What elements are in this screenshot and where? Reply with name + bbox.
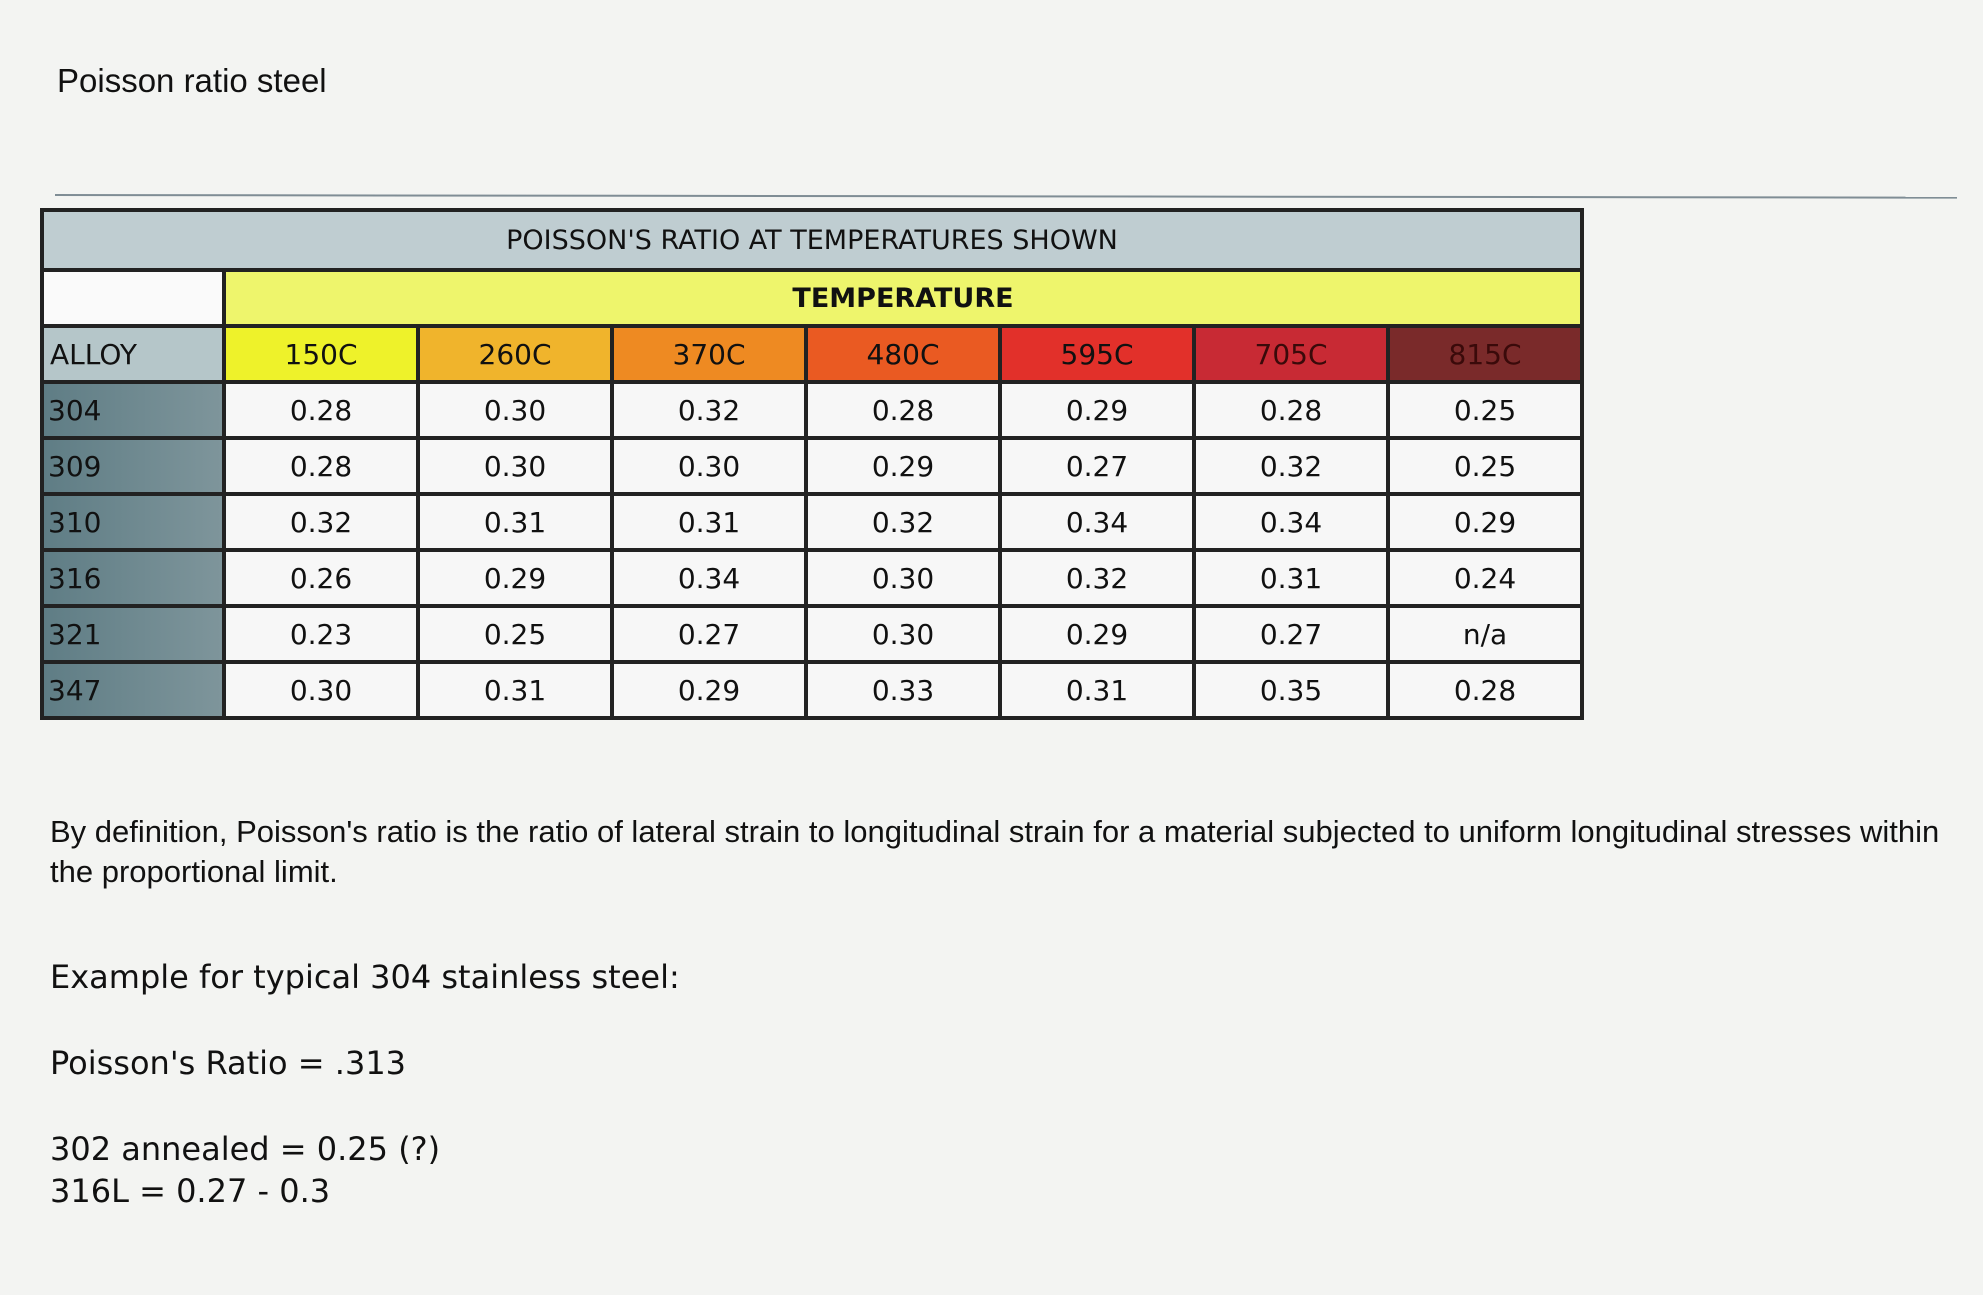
ratio-cell: 0.29 bbox=[998, 604, 1196, 664]
temperature-column-header: 370C bbox=[610, 324, 808, 384]
note-316l: 316L = 0.27 - 0.3 bbox=[50, 1172, 331, 1210]
ratio-cell: 0.30 bbox=[222, 660, 420, 720]
ratio-cell: 0.30 bbox=[416, 436, 614, 496]
note-302: 302 annealed = 0.25 (?) bbox=[50, 1130, 441, 1168]
ratio-cell: 0.34 bbox=[998, 492, 1196, 552]
blank-cell bbox=[40, 268, 226, 328]
ratio-cell: 0.34 bbox=[610, 548, 808, 608]
ratio-cell: 0.29 bbox=[416, 548, 614, 608]
divider bbox=[54, 194, 1957, 199]
temperature-column-header: 705C bbox=[1192, 324, 1390, 384]
example-heading: Example for typical 304 stainless steel: bbox=[50, 958, 680, 996]
ratio-cell: 0.31 bbox=[610, 492, 808, 552]
alloy-cell: 347 bbox=[40, 660, 226, 720]
table-caption: POISSON'S RATIO AT TEMPERATURES SHOWN bbox=[40, 208, 1584, 272]
temperature-column-header: 150C bbox=[222, 324, 420, 384]
ratio-cell: 0.29 bbox=[1386, 492, 1584, 552]
ratio-cell: 0.23 bbox=[222, 604, 420, 664]
ratio-cell: 0.32 bbox=[222, 492, 420, 552]
alloy-cell: 310 bbox=[40, 492, 226, 552]
ratio-cell: 0.30 bbox=[804, 604, 1002, 664]
alloy-cell: 309 bbox=[40, 436, 226, 496]
ratio-cell: 0.32 bbox=[1192, 436, 1390, 496]
ratio-cell: 0.34 bbox=[1192, 492, 1390, 552]
ratio-cell: 0.32 bbox=[804, 492, 1002, 552]
ratio-cell: 0.31 bbox=[416, 492, 614, 552]
table-row: 310 0.32 0.31 0.31 0.32 0.34 0.34 0.29 bbox=[40, 492, 1584, 552]
ratio-cell: 0.31 bbox=[998, 660, 1196, 720]
ratio-cell: 0.25 bbox=[1386, 380, 1584, 440]
temperature-column-header: 595C bbox=[998, 324, 1196, 384]
ratio-cell: 0.27 bbox=[998, 436, 1196, 496]
poisson-ratio-table: POISSON'S RATIO AT TEMPERATURES SHOWN TE… bbox=[40, 208, 1584, 720]
ratio-cell: 0.27 bbox=[1192, 604, 1390, 664]
ratio-cell: 0.28 bbox=[1192, 380, 1390, 440]
ratio-cell: 0.28 bbox=[222, 380, 420, 440]
ratio-cell: 0.33 bbox=[804, 660, 1002, 720]
table-row: 347 0.30 0.31 0.29 0.33 0.31 0.35 0.28 bbox=[40, 660, 1584, 720]
ratio-cell: 0.28 bbox=[804, 380, 1002, 440]
alloy-cell: 316 bbox=[40, 548, 226, 608]
table-row: 316 0.26 0.29 0.34 0.30 0.32 0.31 0.24 bbox=[40, 548, 1584, 608]
temperature-column-header: 260C bbox=[416, 324, 614, 384]
temperature-column-header: 815C bbox=[1386, 324, 1584, 384]
ratio-cell: 0.25 bbox=[1386, 436, 1584, 496]
ratio-cell: 0.24 bbox=[1386, 548, 1584, 608]
ratio-cell: 0.35 bbox=[1192, 660, 1390, 720]
table-row: 309 0.28 0.30 0.30 0.29 0.27 0.32 0.25 bbox=[40, 436, 1584, 496]
ratio-cell: 0.31 bbox=[416, 660, 614, 720]
page-title: Poisson ratio steel bbox=[57, 62, 327, 99]
ratio-cell: 0.30 bbox=[416, 380, 614, 440]
temperature-column-header: 480C bbox=[804, 324, 1002, 384]
example-value: Poisson's Ratio = .313 bbox=[50, 1044, 407, 1082]
ratio-cell: 0.31 bbox=[1192, 548, 1390, 608]
temperature-header: TEMPERATURE bbox=[222, 268, 1584, 328]
ratio-cell: 0.30 bbox=[804, 548, 1002, 608]
ratio-cell: 0.28 bbox=[1386, 660, 1584, 720]
alloy-header: ALLOY bbox=[40, 324, 226, 384]
alloy-cell: 321 bbox=[40, 604, 226, 664]
table-row: 321 0.23 0.25 0.27 0.30 0.29 0.27 n/a bbox=[40, 604, 1584, 664]
ratio-cell: 0.30 bbox=[610, 436, 808, 496]
definition-text: By definition, Poisson's ratio is the ra… bbox=[50, 814, 1940, 889]
ratio-cell: n/a bbox=[1386, 604, 1584, 664]
ratio-cell: 0.32 bbox=[610, 380, 808, 440]
ratio-cell: 0.29 bbox=[998, 380, 1196, 440]
ratio-cell: 0.28 bbox=[222, 436, 420, 496]
alloy-cell: 304 bbox=[40, 380, 226, 440]
ratio-cell: 0.26 bbox=[222, 548, 420, 608]
ratio-cell: 0.25 bbox=[416, 604, 614, 664]
table-row: 304 0.28 0.30 0.32 0.28 0.29 0.28 0.25 bbox=[40, 380, 1584, 440]
ratio-cell: 0.27 bbox=[610, 604, 808, 664]
ratio-cell: 0.32 bbox=[998, 548, 1196, 608]
ratio-cell: 0.29 bbox=[804, 436, 1002, 496]
ratio-cell: 0.29 bbox=[610, 660, 808, 720]
